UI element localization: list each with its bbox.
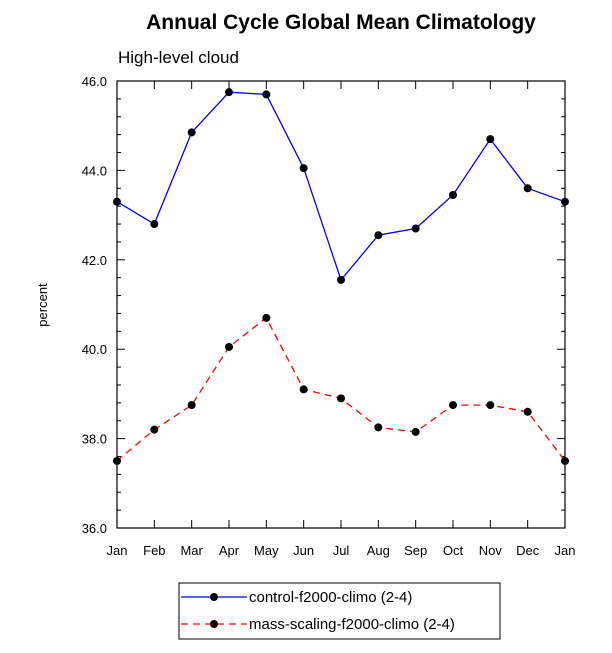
legend-label-1: control-f2000-climo (2-4) xyxy=(249,589,412,606)
x-tick-label: Dec xyxy=(516,543,540,558)
data-point xyxy=(411,224,420,233)
legend-marker-1 xyxy=(210,593,218,601)
data-point xyxy=(225,88,233,97)
x-tick-label: Feb xyxy=(143,543,165,558)
data-point xyxy=(337,394,345,403)
x-tick-label: Nov xyxy=(479,543,503,558)
x-tick-label: Apr xyxy=(219,543,240,558)
data-point xyxy=(374,231,383,240)
data-point xyxy=(299,385,308,394)
axis-ticks: Jan Feb Mar Apr May Jun Jul Aug Sep Oct Nov Dec Jan3… xyxy=(82,74,576,558)
data-point xyxy=(486,401,495,410)
data-point xyxy=(187,401,196,410)
series-line-1 xyxy=(116,91,566,282)
data-point xyxy=(523,407,532,416)
series-layer xyxy=(113,88,569,465)
data-point xyxy=(374,423,383,432)
y-tick-label: 36.0 xyxy=(82,521,107,536)
data-point xyxy=(411,427,420,436)
series-line-2 xyxy=(116,316,566,462)
x-tick-label: Oct xyxy=(443,543,464,558)
data-point xyxy=(337,275,345,284)
x-tick-label: Aug xyxy=(367,543,390,558)
x-tick-label: Jan xyxy=(555,543,576,558)
data-point xyxy=(150,425,159,434)
data-point xyxy=(523,184,532,193)
data-point xyxy=(187,128,196,137)
y-tick-label: 46.0 xyxy=(82,74,107,89)
y-tick-label: 44.0 xyxy=(82,163,107,178)
y-tick-label: 42.0 xyxy=(82,253,107,268)
plot-frame xyxy=(116,80,566,529)
data-point xyxy=(225,342,233,351)
legend-label-2: mass-scaling-f2000-climo (2-4) xyxy=(249,616,455,633)
legend: control-f2000-climo (2-4) mass-scaling-f2… xyxy=(178,582,501,640)
x-tick-label: Mar xyxy=(180,543,203,558)
data-point xyxy=(262,313,271,322)
y-tick-label: 38.0 xyxy=(82,432,107,447)
chart-title: Annual Cycle Global Mean Climatology xyxy=(146,11,536,34)
data-point xyxy=(150,220,159,229)
data-point xyxy=(299,164,308,173)
x-tick-label: Sep xyxy=(404,543,427,558)
x-tick-label: Jun xyxy=(293,543,314,558)
legend-marker-2 xyxy=(210,620,218,628)
x-tick-label: Jan xyxy=(107,543,128,558)
y-axis-label: percent xyxy=(35,283,50,327)
y-tick-label: 40.0 xyxy=(82,342,107,357)
data-point xyxy=(449,190,457,199)
x-tick-label: May xyxy=(254,543,279,558)
data-point xyxy=(262,90,271,99)
chart-subtitle: High-level cloud xyxy=(118,48,239,67)
x-tick-label: Jul xyxy=(333,543,350,558)
data-point xyxy=(449,401,457,410)
data-point xyxy=(486,135,495,144)
legend-box xyxy=(178,582,501,640)
